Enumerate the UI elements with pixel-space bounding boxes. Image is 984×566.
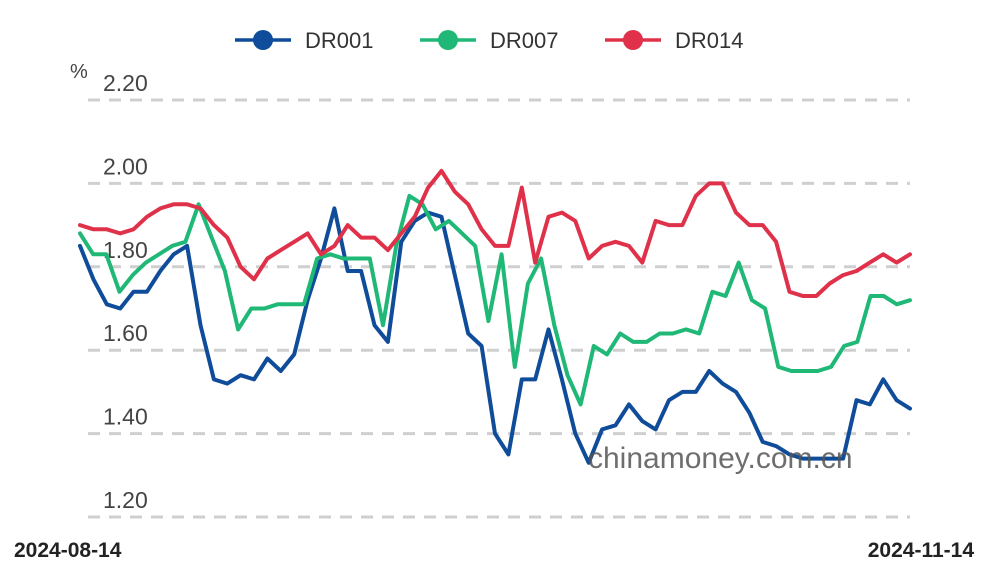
legend-item-dr001[interactable]: DR001: [235, 28, 373, 53]
series-lines: [78, 168, 912, 465]
y-tick-label: 2.00: [103, 153, 148, 179]
series-line-dr007: [78, 193, 912, 407]
series-line-dr001: [78, 206, 912, 465]
y-tick-label: 1.60: [103, 320, 148, 346]
y-tick-label: 1.40: [103, 404, 148, 430]
legend[interactable]: DR001 DR007 DR014: [235, 28, 743, 53]
x-axis-end-date: 2024-11-14: [868, 539, 975, 562]
y-axis-tick-labels: 2.20 2.00 1.80 1.60 1.40 1.20: [103, 70, 148, 513]
y-tick-label: 2.20: [103, 70, 148, 96]
x-axis-start-date: 2024-08-14: [14, 539, 122, 562]
legend-label: DR007: [490, 28, 558, 53]
y-axis-unit-label: %: [70, 61, 88, 83]
legend-marker: [438, 30, 458, 50]
legend-marker: [623, 30, 643, 50]
legend-item-dr014[interactable]: DR014: [605, 28, 743, 53]
legend-label: DR001: [305, 28, 373, 53]
y-tick-label: 1.80: [103, 237, 148, 263]
legend-item-dr007[interactable]: DR007: [420, 28, 558, 53]
legend-label: DR014: [675, 28, 743, 53]
series-line-dr014: [78, 168, 912, 298]
legend-marker: [253, 30, 273, 50]
watermark-text: chinamoney.com.cn: [588, 442, 853, 475]
y-tick-label: 1.20: [103, 487, 148, 513]
